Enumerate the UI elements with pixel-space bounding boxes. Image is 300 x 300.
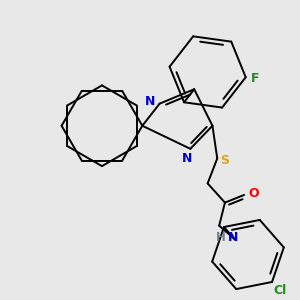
Text: Cl: Cl (273, 284, 286, 297)
Text: S: S (220, 154, 230, 167)
Text: N: N (182, 152, 193, 165)
Text: O: O (248, 187, 259, 200)
Text: N: N (145, 95, 155, 108)
Text: F: F (251, 72, 260, 85)
Text: N: N (227, 231, 238, 244)
Text: H: H (216, 231, 226, 244)
